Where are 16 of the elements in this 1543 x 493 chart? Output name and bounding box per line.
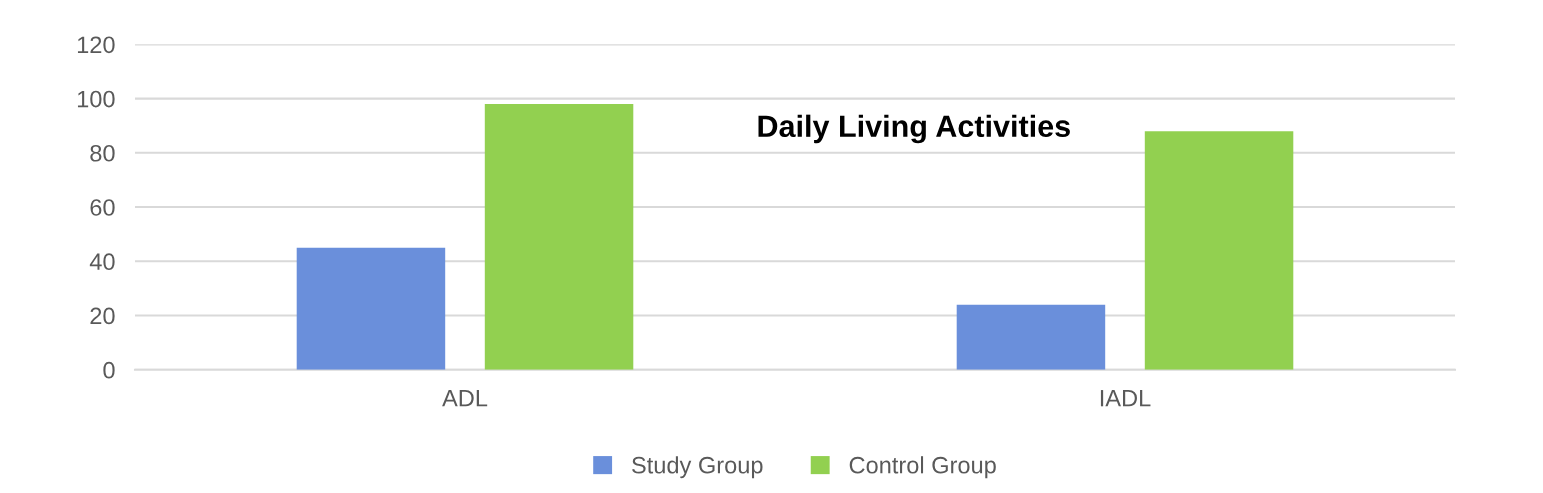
bar — [296, 247, 446, 370]
bar — [484, 104, 634, 370]
y-tick-label: 0 — [103, 361, 115, 379]
x-tick-label: IADL — [1100, 390, 1151, 407]
x-tick-label: ADL — [442, 390, 488, 407]
bar — [956, 304, 1106, 370]
y-tick-label: 40 — [89, 253, 115, 271]
text: Daily Living Activities — [758, 114, 1070, 144]
y-tick-label: 20 — [90, 307, 115, 325]
y-tick-label: 80 — [90, 144, 115, 162]
y-tick-label: 60 — [90, 199, 115, 216]
y-tick-label: 120 — [77, 36, 115, 54]
legend-label: Control Group — [849, 456, 996, 479]
y-tick-label: 100 — [77, 90, 115, 108]
bar — [1144, 131, 1294, 370]
legend-label: Study Group — [632, 456, 763, 479]
